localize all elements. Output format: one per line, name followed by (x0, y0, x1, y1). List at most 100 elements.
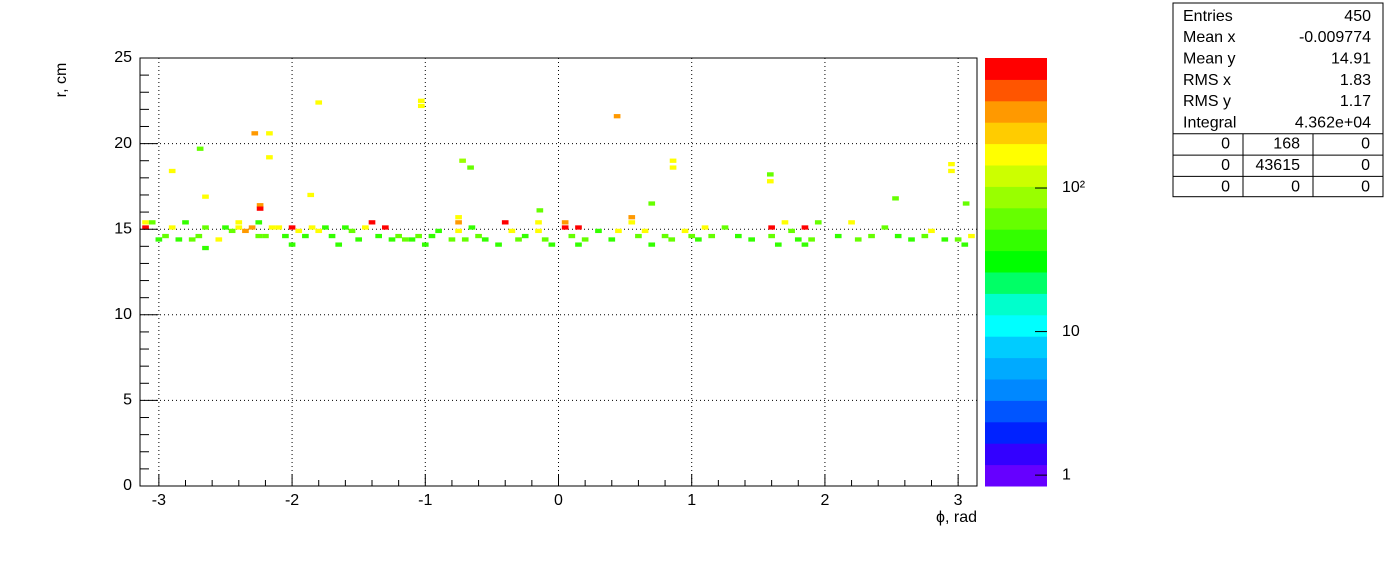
heatmap-cell (568, 233, 576, 239)
heatmap-cell (881, 225, 889, 230)
heatmap-cell (142, 225, 149, 230)
x-tick-label: 2 (820, 492, 829, 509)
heatmap-cell (635, 233, 642, 239)
heatmap-cell (581, 237, 589, 242)
x-tick-label: -1 (418, 492, 432, 509)
heatmap-cell (748, 237, 755, 242)
palette-band (985, 443, 1047, 466)
heatmap-cell (188, 237, 196, 242)
x-tick-label: -2 (285, 492, 299, 509)
heatmap-cell (196, 146, 204, 151)
heatmap-cell (721, 225, 729, 230)
heatmap-cell (182, 220, 189, 225)
heatmap-cell (468, 225, 476, 230)
heatmap-cell (894, 233, 902, 239)
heatmap-cell (381, 225, 389, 230)
heatmap-cell (375, 233, 382, 239)
stats-box (1172, 2, 1384, 198)
heatmap-cell (615, 228, 622, 234)
stats-cell: 0 (1221, 136, 1230, 153)
heatmap-cell (415, 233, 422, 239)
heatmap-cell (288, 225, 296, 230)
heatmap-cell (695, 237, 702, 242)
heatmap-cell (417, 103, 425, 109)
heatmap-cell (768, 233, 775, 239)
heatmap-cell (315, 100, 323, 105)
heatmap-cell (408, 237, 416, 242)
x-axis-label: ϕ, rad (936, 509, 977, 526)
heatmap-cell (455, 215, 462, 220)
heatmap-cell (248, 225, 256, 230)
heatmap-cell (255, 220, 263, 225)
heatmap-cell (628, 215, 636, 220)
stats-value: 4.362e+04 (1295, 114, 1371, 131)
heatmap-cell (262, 233, 269, 239)
stats-cell: 0 (1361, 157, 1370, 174)
heatmap-cell (307, 192, 315, 198)
heatmap-cell (848, 220, 855, 225)
heatmap-cell (801, 225, 809, 230)
heatmap-cell (168, 225, 176, 230)
stats-value: 14.91 (1331, 50, 1371, 67)
heatmap-cell (195, 233, 203, 239)
heatmap-cell (892, 196, 899, 201)
stats-label: RMS y (1183, 93, 1231, 110)
heatmap-cell (222, 225, 229, 230)
heatmap-cell (388, 237, 396, 242)
heatmap-cell (266, 131, 273, 136)
palette-band (985, 143, 1047, 166)
heatmap-cell (288, 242, 296, 247)
heatmap-cell (535, 228, 542, 234)
heatmap-cell (495, 242, 502, 247)
heatmap-cell (541, 237, 549, 242)
y-tick-label: 20 (114, 135, 132, 152)
heatmap-cell (834, 233, 842, 239)
palette-band (985, 379, 1047, 401)
heatmap-cell (948, 168, 955, 174)
palette-band (985, 58, 1047, 80)
palette-band (985, 250, 1047, 273)
stats-cell: 0 (1361, 178, 1370, 195)
stats-cell: 0 (1221, 178, 1230, 195)
y-tick-label: 0 (123, 477, 132, 494)
heatmap-cell (335, 242, 343, 247)
heatmap-cell (242, 228, 249, 234)
heatmap-cell (308, 225, 316, 230)
heatmap-cell (315, 228, 323, 234)
heatmap-cell (251, 131, 259, 136)
heatmap-cell (475, 233, 482, 239)
stats-cell: 0 (1291, 178, 1300, 195)
heatmap-cell (774, 242, 782, 247)
heatmap-cell (362, 225, 369, 230)
palette-band (985, 229, 1047, 252)
x-tick-label: 3 (954, 492, 963, 509)
heatmap-cell (575, 242, 582, 247)
heatmap-cell (928, 228, 935, 234)
heatmap-cell (355, 237, 363, 242)
stats-value: 1.83 (1340, 72, 1371, 89)
heatmap-cell (256, 203, 264, 208)
heatmap-cell (948, 162, 955, 167)
heatmap-cell (854, 237, 862, 242)
heatmap-cell (417, 98, 425, 103)
heatmap-cell (548, 242, 556, 247)
heatmap-cell (235, 225, 243, 230)
heatmap-cell (781, 220, 789, 225)
heatmap-cell (328, 233, 336, 239)
heatmap-cell (368, 220, 376, 225)
palette-band (985, 186, 1047, 209)
heatmap-cell (467, 165, 474, 170)
heatmap-cell (148, 220, 156, 225)
stats-value: 450 (1344, 8, 1371, 25)
heatmap-cell (395, 233, 402, 239)
heatmap-cell (348, 228, 356, 234)
heatmap-cell (701, 225, 709, 230)
heatmap-cell (908, 237, 915, 242)
stats-label: Integral (1183, 114, 1236, 131)
y-axis-label: r, cm (53, 63, 70, 98)
stats-label: RMS x (1183, 72, 1231, 89)
stats-cell: 0 (1361, 136, 1370, 153)
heatmap-cell (536, 208, 544, 213)
heatmap-cell (735, 233, 742, 239)
